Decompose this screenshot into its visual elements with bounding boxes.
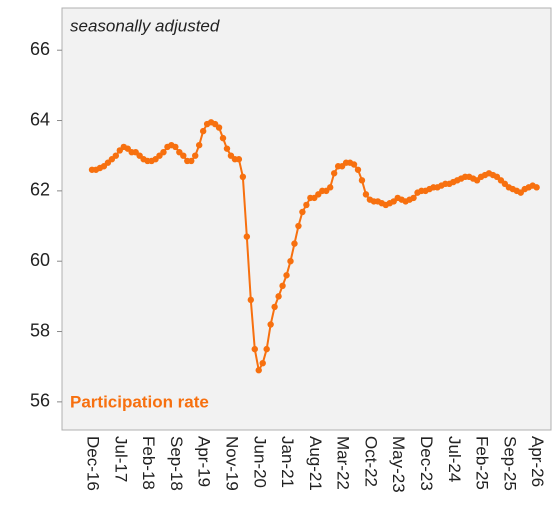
x-tick-label: Mar-22 <box>334 436 353 490</box>
data-point <box>219 134 227 142</box>
data-point <box>350 161 358 168</box>
data-point <box>215 124 223 131</box>
x-tick-label: Jul-24 <box>445 436 464 482</box>
subtitle: seasonally adjusted <box>70 16 220 35</box>
data-point <box>192 152 199 159</box>
data-point <box>251 345 258 353</box>
data-point <box>195 141 203 149</box>
data-point <box>299 208 306 216</box>
data-point <box>533 184 540 191</box>
data-point <box>112 152 120 159</box>
y-tick-label: 60 <box>30 250 50 270</box>
x-tick-label: Apr-19 <box>195 436 214 487</box>
data-point <box>271 303 278 311</box>
data-point <box>275 293 282 300</box>
data-point <box>243 233 251 240</box>
y-tick-label: 58 <box>30 320 50 340</box>
x-tick-label: Sep-18 <box>167 436 186 491</box>
data-point <box>410 194 417 202</box>
data-point <box>291 240 298 247</box>
data-point <box>239 173 247 180</box>
data-point <box>223 145 231 152</box>
plot-area <box>61 7 552 431</box>
data-point <box>362 191 370 198</box>
data-point <box>263 345 270 353</box>
data-point <box>259 359 266 367</box>
data-point <box>295 222 302 230</box>
x-tick-label: Apr-26 <box>528 436 547 487</box>
data-point <box>303 201 310 209</box>
data-point <box>330 170 338 177</box>
data-point <box>180 152 187 159</box>
data-point <box>235 156 243 163</box>
x-tick-label: Feb-25 <box>473 436 492 490</box>
data-point <box>287 258 294 265</box>
y-tick-label: 64 <box>30 109 50 129</box>
data-point <box>255 367 262 374</box>
data-point <box>358 177 366 184</box>
series-label: Participation rate <box>70 392 209 411</box>
x-tick-label: Jun-20 <box>250 436 269 488</box>
x-tick-label: May-23 <box>389 436 408 493</box>
x-tick-label: Jul-17 <box>111 436 130 482</box>
data-point <box>199 127 207 135</box>
data-point <box>354 166 362 173</box>
data-point <box>247 296 254 304</box>
data-point <box>327 184 334 191</box>
y-tick-label: 56 <box>30 391 50 411</box>
data-point <box>188 157 195 165</box>
x-tick-label: Feb-18 <box>139 436 158 490</box>
x-tick-label: Nov-19 <box>222 436 241 491</box>
x-tick-label: Sep-25 <box>500 436 519 491</box>
data-point <box>172 143 179 151</box>
data-point <box>283 272 290 279</box>
y-tick-label: 62 <box>30 180 50 200</box>
x-tick-label: Dec-16 <box>84 436 103 491</box>
x-tick-label: Aug-21 <box>306 436 325 491</box>
y-tick-label: 66 <box>30 39 50 59</box>
x-tick-label: Oct-22 <box>361 436 380 487</box>
x-tick-label: Jan-21 <box>278 436 297 488</box>
x-tick-label: Dec-23 <box>417 436 436 491</box>
data-point <box>279 282 286 290</box>
data-point <box>267 321 274 328</box>
data-point <box>160 148 167 156</box>
